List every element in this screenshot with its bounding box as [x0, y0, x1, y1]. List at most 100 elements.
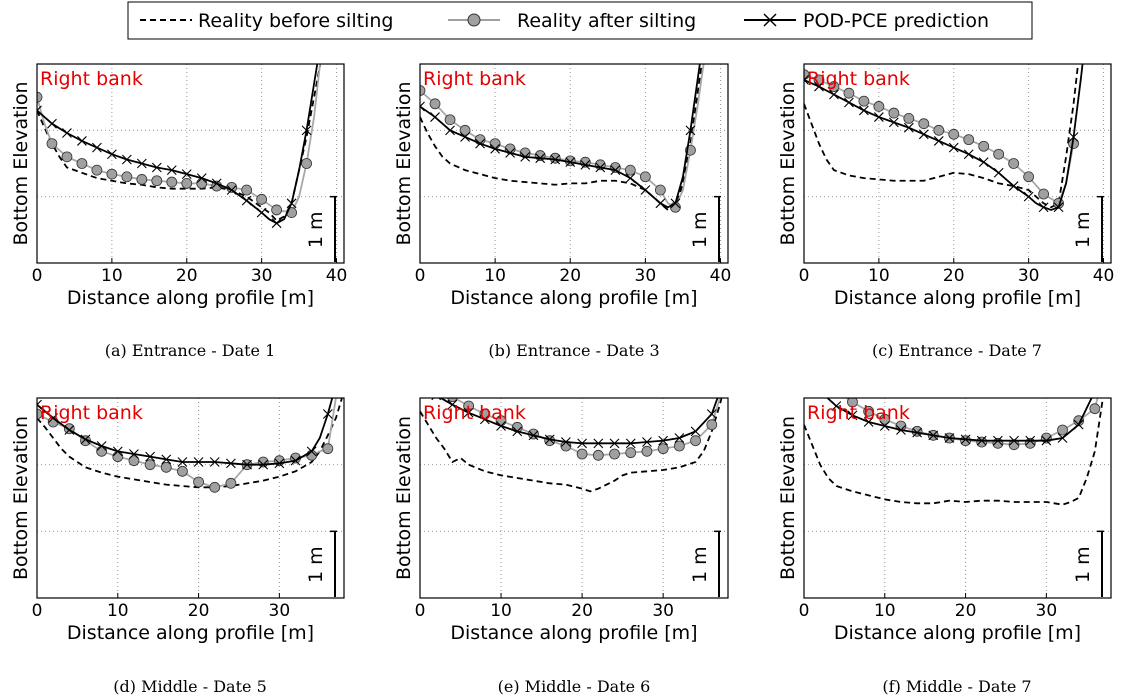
- x-tick-label: 10: [101, 266, 123, 286]
- series-prediction-point: [670, 198, 681, 209]
- series-after-silting-point: [657, 443, 669, 455]
- series-after-silting-point: [112, 451, 124, 463]
- series-prediction-point: [447, 399, 458, 410]
- series-after-silting-point: [549, 152, 561, 164]
- x-tick-label: 20: [943, 266, 965, 286]
- x-tick-label: 30: [1036, 601, 1058, 621]
- series-prediction-point: [535, 153, 546, 164]
- series-after-silting-point: [1038, 188, 1050, 200]
- series-prediction-point: [258, 459, 269, 470]
- series-after-silting-point: [903, 112, 915, 124]
- series-after-silting-point: [151, 175, 163, 187]
- series-prediction-point: [561, 437, 571, 447]
- series-prediction-point: [242, 459, 252, 470]
- series-after-silting-point: [706, 419, 718, 431]
- series-after-silting-point: [858, 95, 870, 107]
- series-prediction-point: [879, 421, 890, 431]
- series-prediction-point: [816, 387, 825, 396]
- axes-frame: [419, 63, 729, 264]
- series-prediction-point: [290, 455, 301, 466]
- series-after-silting-point: [91, 164, 103, 176]
- series-prediction-point: [1008, 181, 1019, 191]
- series-after-silting-point: [256, 193, 268, 205]
- x-tick-label: 20: [955, 601, 977, 621]
- series-after-silting-point: [128, 455, 140, 467]
- y-axis-label: Bottom Elevation: [777, 416, 799, 580]
- series-prediction-point: [595, 162, 606, 173]
- series-prediction-point: [161, 454, 172, 465]
- x-tick-label: 10: [107, 601, 129, 621]
- right-bank-annotation: Right bank: [40, 402, 143, 424]
- series-prediction-point: [77, 136, 87, 146]
- series-prediction-line: [420, 64, 701, 209]
- series-prediction-point: [928, 430, 939, 441]
- scale-bar-label: 1 m: [1072, 546, 1094, 583]
- x-axis-label: Distance along profile [m]: [834, 622, 1081, 644]
- x-tick-label: 40: [326, 266, 348, 286]
- x-axis-label: Distance along profile [m]: [67, 622, 314, 644]
- series-prediction-point: [888, 117, 899, 128]
- y-axis-label: Bottom Elevation: [10, 416, 32, 580]
- series-after-silting-point: [700, 46, 710, 56]
- scale-bar-label: 1 m: [689, 212, 711, 249]
- axes-frame: [803, 397, 1112, 599]
- series-after-silting-line: [37, 398, 337, 489]
- series-prediction-point: [151, 162, 162, 173]
- series-prediction-point: [903, 122, 914, 133]
- series-prediction-point: [550, 154, 561, 165]
- series-after-silting-point: [106, 168, 118, 180]
- series-prediction-point: [256, 207, 267, 218]
- series-prediction-point: [655, 198, 666, 209]
- x-tick-label: 10: [490, 601, 512, 621]
- series-after-silting-point: [960, 435, 971, 447]
- x-tick-label: 10: [484, 266, 506, 286]
- series-prediction-point: [62, 128, 72, 138]
- scale-bar-label: 1 m: [305, 212, 327, 249]
- series-after-silting-point: [963, 134, 975, 146]
- series-after-silting-point: [177, 465, 188, 477]
- series-after-silting-point: [843, 87, 855, 99]
- x-axis-label: Distance along profile [m]: [834, 287, 1081, 309]
- series-prediction-point: [129, 449, 139, 459]
- series-prediction-point: [241, 195, 252, 206]
- series-prediction-point: [479, 414, 490, 425]
- x-tick-label: 0: [32, 266, 43, 286]
- series-after-silting-point: [420, 85, 426, 96]
- series-after-silting-point: [804, 69, 810, 81]
- right-bank-annotation: Right bank: [807, 402, 910, 424]
- series-prediction-point: [609, 438, 620, 449]
- series-prediction-point: [847, 410, 858, 421]
- x-tick-label: 20: [571, 601, 593, 621]
- axes-frame: [803, 63, 1112, 264]
- series-prediction-point: [47, 118, 57, 129]
- series-prediction-point: [193, 457, 204, 467]
- series-after-silting-point: [690, 435, 701, 447]
- series-prediction-point: [226, 185, 237, 195]
- series-after-silting-point: [799, 360, 809, 370]
- x-tick-label: 10: [874, 601, 896, 621]
- series-after-silting-point: [641, 445, 653, 457]
- series-after-silting-point: [144, 459, 156, 471]
- right-bank-annotation: Right bank: [423, 68, 526, 90]
- series-after-silting-point: [948, 128, 960, 140]
- series-after-silting-point: [225, 477, 237, 489]
- series-prediction-point: [544, 434, 555, 445]
- x-tick-label: 30: [269, 601, 291, 621]
- y-axis-label: Bottom Elevation: [393, 416, 415, 580]
- series-prediction-point: [960, 434, 971, 445]
- plot-area: [37, 398, 343, 493]
- legend-label-before: Reality before silting: [198, 10, 393, 32]
- series-after-silting-point: [301, 158, 312, 169]
- series-after-silting-point: [136, 174, 148, 185]
- series-prediction-point: [978, 157, 989, 168]
- right-bank-annotation: Right bank: [807, 68, 910, 90]
- series-after-silting-point: [459, 124, 471, 136]
- x-axis-label: Distance along profile [m]: [67, 287, 314, 309]
- series-after-silting-point: [1057, 424, 1068, 436]
- series-after-silting-point: [209, 481, 221, 493]
- series-prediction-point: [490, 144, 501, 154]
- series-after-silting-point: [863, 405, 875, 417]
- scale-bar-label: 1 m: [1072, 212, 1094, 249]
- series-prediction-point: [912, 427, 922, 438]
- legend-label-prediction: POD-PCE prediction: [803, 10, 989, 32]
